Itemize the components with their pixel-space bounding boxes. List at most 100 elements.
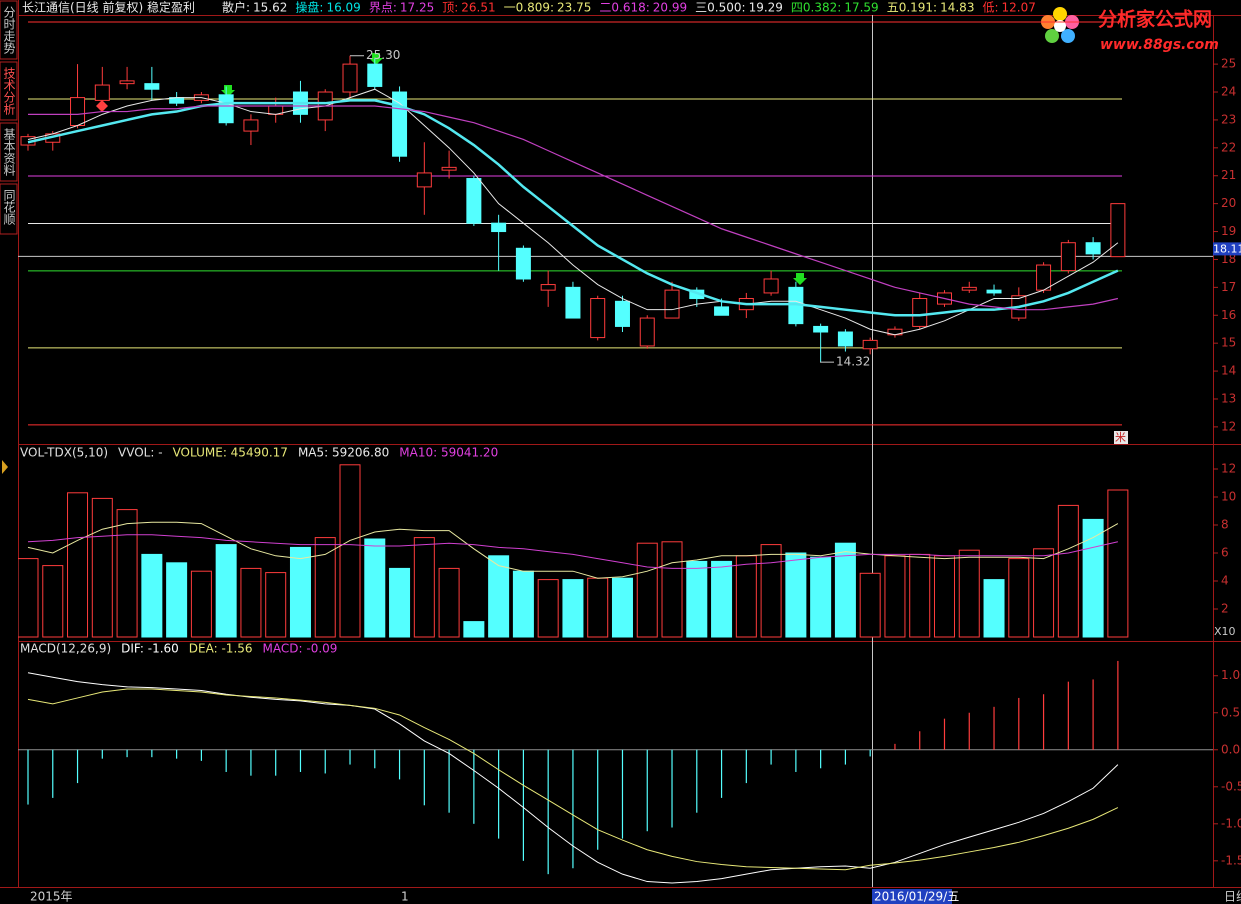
tab[interactable] [0, 0, 18, 60]
volume-bar [141, 553, 163, 638]
annotation: 25.30 [366, 48, 400, 62]
volume-bar [1057, 504, 1079, 638]
tab[interactable] [0, 122, 18, 182]
candle-body [491, 222, 507, 233]
y-tick-label: 15 [1221, 336, 1236, 350]
tab[interactable] [0, 183, 18, 235]
date-label: 1 [401, 890, 409, 904]
collapse-arrow[interactable] [2, 460, 8, 474]
tab-label[interactable]: 基本资料 [2, 128, 16, 176]
date-highlight [872, 889, 952, 904]
y-tick-label: 12 [1221, 462, 1236, 476]
volume-bar [1107, 489, 1129, 638]
candle-body [144, 83, 160, 90]
volume-bar [933, 555, 955, 638]
volume-bar [438, 567, 460, 638]
y-tick-label: 17 [1221, 280, 1236, 294]
candle-body [590, 298, 606, 339]
candle-body [565, 286, 581, 319]
volume-bar [810, 556, 832, 638]
candle-body [392, 91, 408, 157]
y-tick-label: 24 [1221, 85, 1236, 99]
logo: 分析家公式网 www.88gs.com [1041, 7, 1219, 53]
volume-bar [240, 567, 262, 638]
volume-bar [91, 497, 113, 638]
volume-panel [18, 464, 1129, 638]
candle-body [986, 289, 1002, 294]
sidebar: 分时走势 技术分析 基本资料 同花顺 [0, 0, 18, 474]
volume-bar [389, 567, 411, 638]
indicator-line [27, 672, 1119, 884]
candle-body [614, 300, 630, 327]
crosshair-box [1213, 242, 1241, 256]
price-panel: 25.30 14.32 [18, 21, 1213, 426]
candle-body [94, 84, 110, 101]
volume-bar [711, 560, 733, 638]
y-tick-label: 22 [1221, 140, 1236, 154]
volume-bar [958, 549, 980, 638]
stat-value: 20.99 [653, 1, 687, 15]
volume-bar [512, 570, 534, 638]
marker-box [1114, 431, 1128, 444]
chart-title: 长江通信(日线 前复权) 稳定盈利 [22, 0, 195, 15]
candle-body [515, 247, 531, 280]
candle-body [540, 284, 556, 291]
candle-body [813, 325, 829, 333]
y-tick-label: -1.00 [1221, 816, 1241, 830]
candle-body [961, 286, 977, 291]
y-tick-label: 21 [1221, 168, 1236, 182]
stat-label: 一0.809: [504, 1, 554, 15]
volume-bar [760, 544, 782, 638]
y-tick-label: 19 [1221, 224, 1236, 238]
candle-body [862, 339, 878, 350]
y-tick-label: 20 [1221, 196, 1236, 210]
stat-value: 17.59 [844, 1, 878, 15]
volume-bar [884, 555, 906, 638]
y-tick-label: 25 [1221, 57, 1236, 71]
volume-bar [686, 560, 708, 638]
volume-bar [215, 544, 237, 638]
stat-label: 五0.191: [887, 1, 937, 15]
stat-label: 二0.618: [599, 1, 649, 15]
volume-bar [42, 565, 64, 638]
candle-body [837, 331, 853, 347]
y-tick-label: 23 [1221, 112, 1236, 126]
legend-item: DIF: -1.60 [121, 642, 179, 656]
volume-bar [166, 562, 188, 638]
legend-item: MA5: 59206.80 [298, 446, 389, 460]
candle-body [441, 166, 457, 171]
indicator-line [27, 534, 1118, 569]
y-tick-label: -1.50 [1221, 853, 1241, 867]
volume-bar [785, 552, 807, 638]
volume-bar [339, 464, 361, 638]
stat-value: 12.07 [1002, 1, 1036, 15]
volume-bar [116, 509, 138, 638]
candle-body [218, 94, 234, 124]
candle-body [70, 97, 86, 127]
tab-label[interactable]: 技术分析 [2, 67, 16, 116]
crosshair-label: 18.11 [1213, 242, 1241, 255]
legend-item: VOLUME: 45490.17 [173, 446, 288, 460]
volume-bar [1033, 548, 1055, 638]
buy-signal [96, 100, 108, 112]
indicator-line [27, 688, 1119, 871]
candle-body [664, 289, 680, 319]
volume-bar [661, 541, 683, 638]
date-label: 2015年 [30, 890, 73, 904]
stat-value: 23.75 [557, 1, 591, 15]
tab-label[interactable]: 同花顺 [2, 189, 16, 225]
tab[interactable] [0, 61, 18, 121]
y-tick-label: 14 [1221, 364, 1236, 378]
volume-bar [413, 537, 435, 638]
sell-signal [221, 85, 235, 97]
volume-bar [834, 542, 856, 638]
candle-body [912, 298, 928, 327]
y-tick-label: 18 [1221, 252, 1236, 266]
logo-name: 分析家公式网 [1098, 8, 1212, 31]
volume-bar [314, 537, 336, 638]
stat-label: 三0.500: [695, 1, 745, 15]
indicator-line [27, 521, 1119, 579]
tab-label[interactable]: 分时走势 [2, 6, 16, 54]
